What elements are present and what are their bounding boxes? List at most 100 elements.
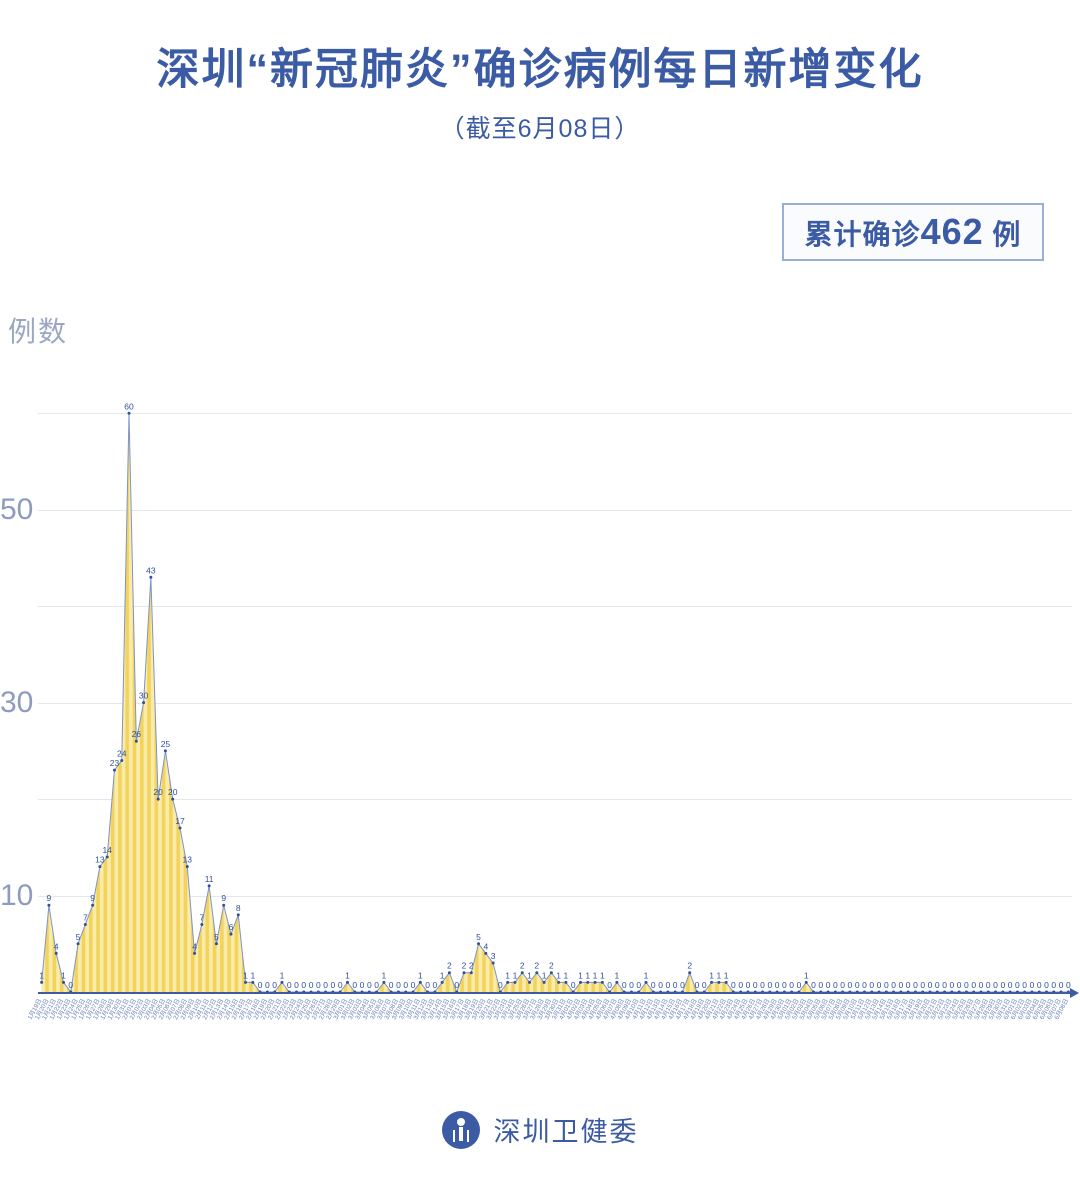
- data-point-label: 0: [1022, 980, 1027, 990]
- data-point-label: 17: [175, 816, 185, 826]
- x-axis: [38, 988, 1079, 998]
- data-point-label: 0: [607, 980, 612, 990]
- page-title: 深圳“新冠肺炎”确诊病例每日新增变化: [156, 46, 924, 94]
- data-point-label: 0: [1066, 980, 1071, 990]
- data-point-label: 0: [1037, 980, 1042, 990]
- data-point-label: 1: [243, 970, 248, 980]
- data-point-label: 0: [629, 980, 634, 990]
- data-point-label: 1: [418, 970, 423, 980]
- data-point: [127, 411, 131, 415]
- data-point-label: 1: [382, 970, 387, 980]
- badge-suffix: 例: [992, 219, 1022, 250]
- data-point-label: 0: [942, 980, 947, 990]
- data-point: [193, 951, 197, 955]
- data-point-label: 20: [153, 787, 163, 797]
- y-tick-label-10: 10: [0, 878, 34, 912]
- data-point-label: 2: [462, 961, 467, 971]
- data-point-label: 2: [520, 961, 525, 971]
- data-point: [83, 922, 87, 926]
- data-point: [535, 971, 539, 975]
- data-point-label: 0: [979, 980, 984, 990]
- data-point-label: 1: [527, 970, 532, 980]
- data-point-label: 2: [687, 961, 692, 971]
- data-point-label: 4: [192, 941, 197, 951]
- data-point-label: 0: [1015, 980, 1020, 990]
- data-point: [163, 749, 167, 753]
- data-point-label: 0: [811, 980, 816, 990]
- data-point-label: 1: [716, 970, 721, 980]
- data-point-label: 0: [454, 980, 459, 990]
- data-point-label: 0: [403, 980, 408, 990]
- data-point-label: 0: [695, 980, 700, 990]
- data-point-label: 0: [331, 980, 336, 990]
- gridline-50: [38, 509, 1072, 511]
- data-point-label: 13: [95, 855, 105, 865]
- gridline-20: [38, 799, 1072, 801]
- data-point-label: 26: [132, 729, 142, 739]
- data-point-label: 0: [1000, 980, 1005, 990]
- data-point: [520, 971, 524, 975]
- data-point-label: 1: [585, 970, 590, 980]
- data-point-label: 1: [556, 970, 561, 980]
- data-point-label: 1: [709, 970, 714, 980]
- data-point-label: 2: [447, 961, 452, 971]
- data-point-label: 1: [345, 970, 350, 980]
- data-point-label: 1: [578, 970, 583, 980]
- data-point-label: 0: [432, 980, 437, 990]
- data-point-label: 2: [534, 961, 539, 971]
- data-point-label: 1: [593, 970, 598, 980]
- data-point-label: 7: [83, 912, 88, 922]
- data-point-label: 0: [702, 980, 707, 990]
- data-point-label: 0: [935, 980, 940, 990]
- data-point: [549, 971, 553, 975]
- data-point-label: 0: [258, 980, 263, 990]
- data-point: [105, 855, 109, 859]
- data-point-label: 0: [1030, 980, 1035, 990]
- data-point-label: 3: [491, 951, 496, 961]
- data-point: [112, 768, 116, 772]
- header: 深圳“新冠肺炎”确诊病例每日新增变化 （截至6月08日）: [0, 46, 1080, 145]
- data-point-label: 0: [352, 980, 357, 990]
- data-point-label: 1: [644, 970, 649, 980]
- data-point-label: 4: [483, 941, 488, 951]
- data-point-label: 0: [797, 980, 802, 990]
- data-point: [171, 797, 175, 801]
- data-point: [54, 951, 58, 955]
- data-point: [98, 865, 102, 869]
- data-point: [185, 865, 189, 869]
- data-point-label: 5: [214, 932, 219, 942]
- area-fill: [41, 413, 1069, 992]
- footer-label: 深圳卫健委: [493, 1117, 639, 1147]
- data-point: [229, 932, 233, 936]
- data-point: [586, 980, 590, 984]
- data-point: [418, 980, 422, 984]
- data-point-label: 0: [738, 980, 743, 990]
- data-point: [40, 980, 44, 984]
- data-point-label: 0: [782, 980, 787, 990]
- data-point: [47, 903, 51, 907]
- data-point-label: 0: [993, 980, 998, 990]
- data-point-label: 5: [476, 932, 481, 942]
- data-point: [557, 980, 561, 984]
- data-point-label: 0: [877, 980, 882, 990]
- data-point: [120, 759, 124, 763]
- data-point-label: 43: [146, 565, 156, 575]
- footer: 深圳卫健委: [0, 1110, 1080, 1149]
- data-point-label: 6: [229, 922, 234, 932]
- data-point: [542, 980, 546, 984]
- data-point-label: 1: [39, 970, 44, 980]
- data-point-label: 0: [673, 980, 678, 990]
- data-point-label: 0: [928, 980, 933, 990]
- data-point-label: 0: [374, 980, 379, 990]
- data-point-label: 1: [505, 970, 510, 980]
- series-area: 1941057913142324602630432025201713471159…: [39, 401, 1071, 994]
- data-point: [142, 701, 146, 705]
- data-point-label: 0: [367, 980, 372, 990]
- data-point: [440, 980, 444, 984]
- y-axis-title: 例数: [8, 316, 69, 347]
- data-point: [345, 980, 349, 984]
- data-point: [717, 980, 721, 984]
- data-point-label: 0: [760, 980, 765, 990]
- data-point-label: 0: [360, 980, 365, 990]
- data-point-label: 0: [658, 980, 663, 990]
